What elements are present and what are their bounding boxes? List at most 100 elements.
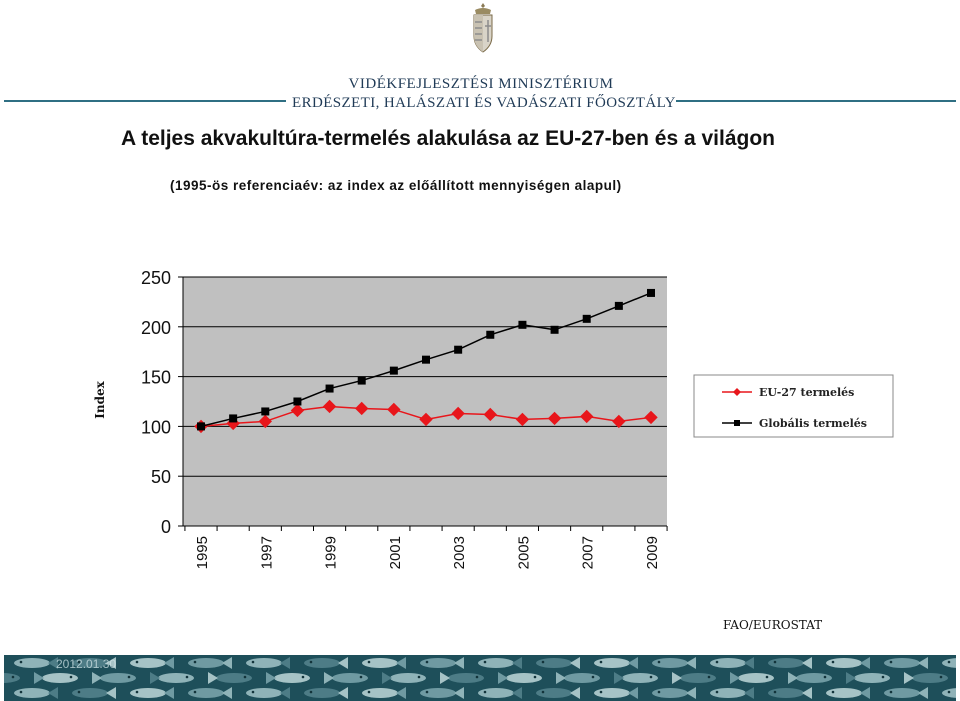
fish-decoration (788, 672, 832, 684)
eu-data-point (290, 403, 305, 418)
eu-data-point (515, 412, 530, 427)
coat-of-arms-icon (473, 3, 493, 53)
global-data-point (486, 330, 495, 339)
fish-decoration (420, 657, 464, 669)
plot-area (183, 277, 667, 526)
global-data-point (422, 355, 430, 364)
fish-decoration (246, 657, 290, 669)
ministry-name: VIDÉKFEJLESZTÉSI MINISZTÉRIUM (348, 76, 614, 92)
fish-decoration (362, 657, 406, 669)
eu-data-point (387, 402, 401, 417)
fish-decoration (594, 687, 638, 699)
chart-legend: EU-27 termelés Globális termelés (693, 374, 894, 438)
legend-marker (734, 420, 740, 426)
fish-decoration (478, 687, 522, 699)
fish-decoration (942, 658, 956, 668)
fish-decoration (594, 657, 638, 669)
fish-decoration (440, 672, 484, 684)
x-tick-label: 2001 (387, 536, 404, 569)
x-tick-label: 1997 (258, 536, 275, 569)
header-rule-right (676, 100, 956, 102)
fish-decoration (614, 672, 658, 684)
fish-decoration (478, 657, 522, 669)
fish-decoration (710, 657, 754, 669)
y-tick-label: 100 (141, 417, 171, 437)
x-tick-label: 1999 (323, 536, 340, 569)
eu-data-point (355, 401, 369, 416)
fish-decoration (904, 672, 948, 684)
fish-decoration (14, 657, 58, 669)
eu-data-point (419, 412, 433, 427)
fish-decoration (826, 657, 870, 669)
fish-decoration (846, 672, 890, 684)
fish-decoration (768, 657, 812, 669)
fish-decoration (826, 687, 870, 699)
y-tick-label: 0 (161, 517, 171, 537)
global-data-point (197, 422, 205, 431)
global-data-point (582, 314, 591, 323)
eu-data-point (483, 407, 497, 422)
fish-decoration (324, 672, 368, 684)
fish-decoration (710, 687, 754, 699)
global-data-point (389, 366, 398, 375)
global-data-point (647, 288, 655, 297)
fish-decoration (14, 687, 58, 699)
x-tick-label: 2005 (515, 536, 532, 569)
fish-decoration (4, 673, 20, 683)
x-tick-label: 2009 (644, 536, 661, 569)
global-data-point (550, 325, 559, 334)
legend-label-eu: EU-27 termelés (759, 386, 854, 399)
global-data-point (229, 414, 238, 423)
fish-decoration (536, 687, 580, 699)
fish-decoration (72, 687, 116, 699)
y-tick-label: 200 (141, 318, 171, 338)
fish-decoration (130, 657, 174, 669)
fish-decoration (652, 687, 696, 699)
y-tick-label: 250 (141, 268, 171, 288)
fish-decoration (382, 672, 426, 684)
fish-decoration (72, 657, 116, 669)
eu-data-point (644, 410, 658, 425)
x-tick-label: 1995 (194, 536, 211, 569)
fish-decoration (498, 672, 542, 684)
x-tick-label: 2003 (451, 536, 468, 569)
eu-data-point (322, 399, 337, 414)
fish-decoration (246, 687, 290, 699)
fish-decoration (130, 687, 174, 699)
eu-data-point (547, 411, 562, 426)
ministry-header: VIDÉKFEJLESZTÉSI MINISZTÉRIUM ERDÉSZETI,… (0, 76, 960, 116)
fish-decoration (34, 672, 78, 684)
fish-decoration (420, 687, 464, 699)
fish-decoration (304, 657, 348, 669)
chart-subtitle: (1995-ös referenciaév: az index az előál… (170, 178, 622, 193)
global-data-point (293, 397, 302, 406)
eu-data-point (580, 409, 594, 424)
fish-decoration (884, 657, 928, 669)
fish-decoration (884, 687, 928, 699)
fish-decoration (208, 672, 252, 684)
legend-label-global: Globális termelés (759, 417, 867, 430)
global-data-point (357, 376, 366, 385)
header-rule-left (4, 100, 286, 102)
global-data-point (614, 301, 623, 310)
legend-box (693, 374, 894, 438)
x-tick-label: 2007 (580, 536, 597, 569)
fish-decoration (92, 672, 136, 684)
eu-data-point (612, 414, 626, 429)
fish-decoration (304, 687, 348, 699)
fish-decoration (672, 672, 716, 684)
legend-marker (733, 388, 741, 396)
department-name: ERDÉSZETI, HALÁSZATI ÉS VADÁSZATI FŐOSZT… (292, 95, 676, 111)
y-tick-label: 150 (141, 368, 171, 388)
fish-decoration (536, 657, 580, 669)
y-tick-label: 50 (151, 467, 171, 487)
eu-data-point (258, 414, 272, 429)
fish-decoration (362, 687, 406, 699)
global-data-point (518, 320, 527, 329)
fish-decoration (150, 672, 194, 684)
y-axis-label: Index (93, 380, 107, 418)
fish-decoration (556, 672, 600, 684)
global-data-point (325, 384, 334, 393)
source-label: FAO/EUROSTAT (723, 618, 823, 632)
fish-decoration (730, 672, 774, 684)
